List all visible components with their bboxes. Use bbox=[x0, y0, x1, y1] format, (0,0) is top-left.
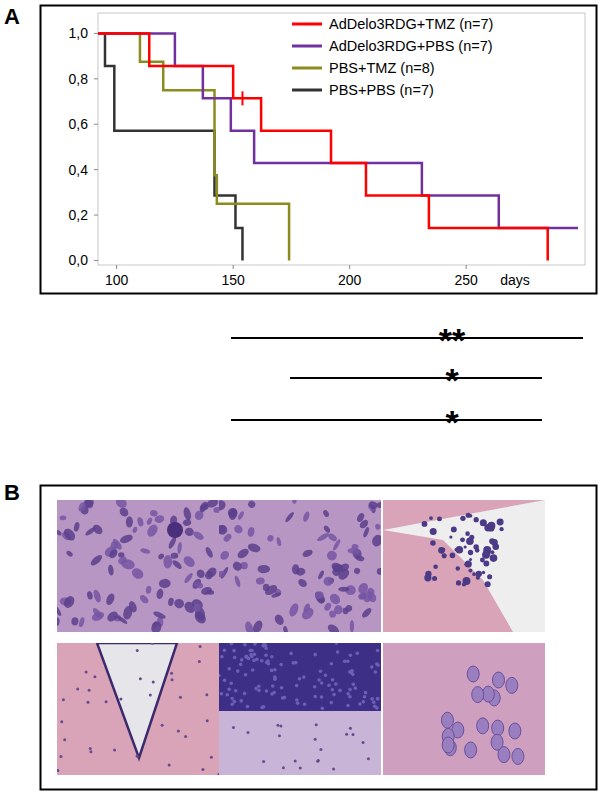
x-tick-label: 250 bbox=[454, 272, 478, 288]
significance-label: * bbox=[445, 361, 459, 399]
y-tick-label: 0,8 bbox=[69, 71, 89, 87]
y-tick-label: 0,6 bbox=[69, 116, 89, 132]
y-tick-label: 0,2 bbox=[69, 207, 89, 223]
censor-mark bbox=[241, 91, 243, 105]
legend-swatch bbox=[292, 67, 322, 70]
y-tick-label: 0,4 bbox=[69, 162, 89, 178]
y-tick-label: 1,0 bbox=[69, 25, 89, 41]
significance-bar bbox=[231, 419, 542, 421]
x-tick bbox=[233, 265, 234, 269]
survival-curve bbox=[98, 33, 548, 260]
panel-label: B bbox=[4, 480, 20, 505]
legend-label: PBS+PBS (n=7) bbox=[329, 82, 434, 98]
survival-curve bbox=[98, 33, 289, 260]
figure: A 0,0 0,2 0,4 0,6 0,8 1,0 100 150 200 250 days AdDel… bbox=[0, 0, 600, 797]
histology-image bbox=[57, 500, 219, 632]
significance-label: ** bbox=[439, 321, 466, 359]
y-tick bbox=[94, 33, 98, 34]
plot-area bbox=[98, 33, 578, 260]
y-tick bbox=[94, 260, 98, 261]
significance-bar bbox=[290, 377, 542, 379]
histology-image bbox=[383, 500, 545, 632]
survival-curve bbox=[98, 33, 578, 228]
histology-image bbox=[57, 643, 219, 775]
survival-curve bbox=[98, 33, 242, 260]
x-tick bbox=[349, 265, 350, 269]
histology-image bbox=[219, 500, 381, 632]
y-tick bbox=[94, 169, 98, 170]
x-tick-label: 100 bbox=[105, 272, 129, 288]
histology-image bbox=[383, 643, 545, 775]
y-tick-label: 0,0 bbox=[69, 252, 89, 268]
panel-frame bbox=[41, 486, 597, 790]
legend-label: PBS+TMZ (n=8) bbox=[329, 60, 435, 76]
x-tick bbox=[116, 265, 117, 269]
x-tick-label: 150 bbox=[221, 272, 245, 288]
legend-swatch bbox=[292, 89, 322, 92]
y-tick bbox=[94, 215, 98, 216]
significance-label: * bbox=[445, 403, 459, 441]
x-axis-label: days bbox=[500, 272, 530, 288]
plot-frame bbox=[98, 13, 585, 265]
legend-swatch bbox=[292, 23, 322, 26]
histology-image bbox=[219, 643, 381, 775]
y-tick bbox=[94, 78, 98, 79]
legend-label: AdDelo3RDG+PBS (n=7) bbox=[329, 38, 493, 54]
legend-swatch bbox=[292, 45, 322, 48]
significance-bar bbox=[231, 337, 583, 339]
x-tick bbox=[466, 265, 467, 269]
panel-frame bbox=[41, 6, 597, 294]
x-tick-label: 200 bbox=[338, 272, 362, 288]
y-tick bbox=[94, 124, 98, 125]
panel-label: A bbox=[4, 4, 20, 29]
legend-label: AdDelo3RDG+TMZ (n=7) bbox=[329, 16, 493, 32]
